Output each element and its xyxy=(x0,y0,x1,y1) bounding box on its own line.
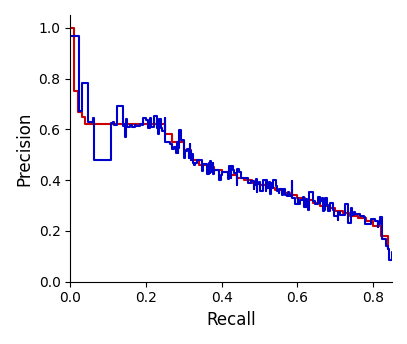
Y-axis label: Precision: Precision xyxy=(15,111,33,185)
X-axis label: Recall: Recall xyxy=(206,311,256,329)
